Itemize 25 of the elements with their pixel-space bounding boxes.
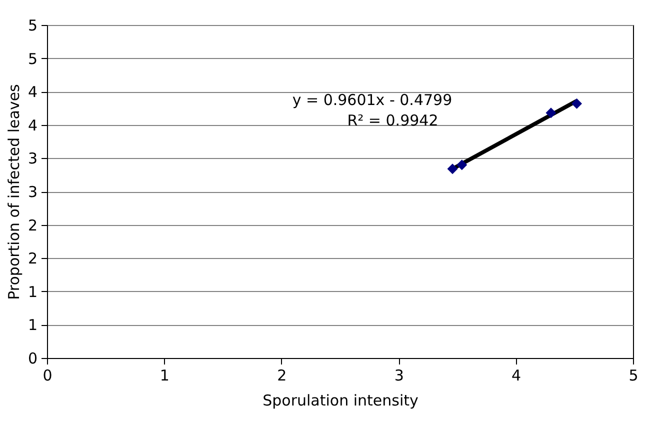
point [572, 98, 582, 109]
point [447, 164, 458, 174]
y-tick-label: 4 [28, 83, 38, 102]
y-tick-label: 3 [28, 183, 38, 201]
x-axis-title: Sporulation intensity [262, 392, 419, 410]
point [546, 108, 556, 118]
x-tick-label: 0 [42, 366, 52, 384]
y-tick-label: 2 [28, 250, 38, 268]
y-tick-label: 2 [28, 216, 38, 234]
y-tick-label: 5 [28, 50, 38, 68]
x-tick-label: 5 [628, 366, 638, 384]
y-tick-label: 1 [28, 316, 38, 334]
x-tick-label: 3 [394, 366, 404, 384]
y-tick-label: 1 [28, 282, 38, 301]
x-tick-label: 2 [277, 366, 287, 384]
annotation: R² = 0.9942 [347, 112, 438, 130]
y-tick-label: 0 [28, 350, 38, 368]
y-tick-label: 4 [28, 116, 38, 134]
point [456, 160, 468, 170]
x-tick-label: 4 [512, 366, 522, 384]
y-axis-title: Proportion of infected leaves [4, 84, 23, 300]
annotation: y = 0.9601x - 0.4799 [292, 90, 452, 109]
x-tick-label: 1 [160, 366, 170, 384]
y-tick-label: 5 [28, 16, 38, 34]
y-tick-label: 3 [28, 150, 38, 168]
